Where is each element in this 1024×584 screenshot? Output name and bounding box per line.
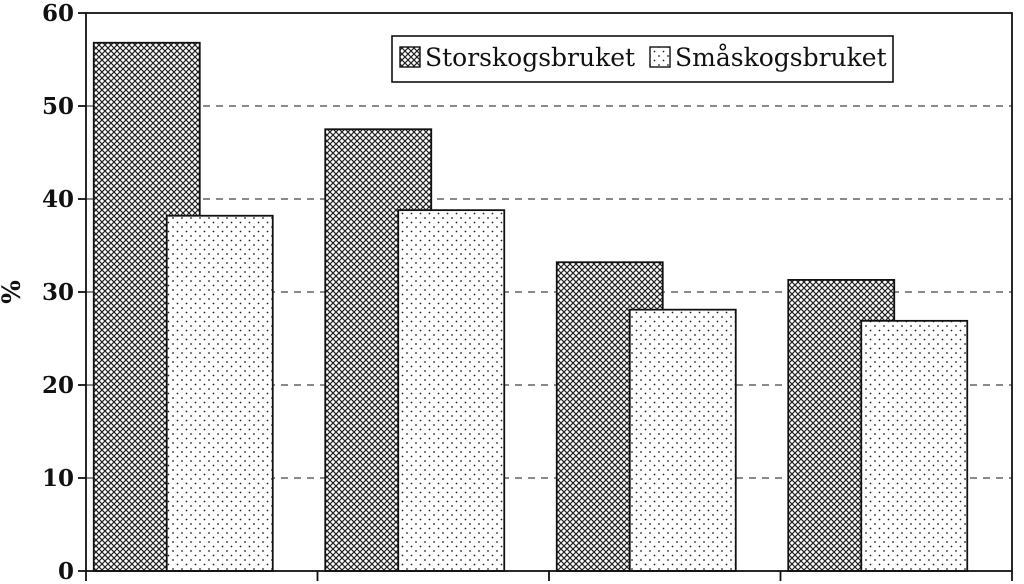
y-tick-label: 10 [42, 465, 74, 492]
legend-box [391, 35, 894, 83]
legend-label-storskogsbruket: Storskogsbruket [425, 43, 635, 72]
plot-area: 0 10 20 30 40 50 60 [42, 0, 1013, 584]
y-tick-label: 0 [58, 558, 74, 584]
legend-swatch-storskogsbruket [399, 46, 421, 68]
legend-label-smaskogsbruket: Småskogsbruket [675, 43, 887, 72]
y-axis-title: % [0, 280, 26, 304]
y-tick-label: 20 [42, 372, 74, 399]
y-tick-label: 50 [42, 93, 74, 120]
y-tick-label: 30 [42, 279, 74, 306]
legend: Storskogsbruket Småskogsbruket [391, 35, 894, 83]
bar-smaskogsbruket [860, 319, 969, 572]
y-tick-label: 60 [42, 0, 74, 27]
y-tick-label: 40 [42, 186, 74, 213]
bar-smaskogsbruket [628, 308, 737, 572]
legend-swatch-smaskogsbruket [649, 46, 671, 68]
bar-smaskogsbruket [397, 209, 506, 572]
bar-smaskogsbruket [165, 214, 274, 572]
